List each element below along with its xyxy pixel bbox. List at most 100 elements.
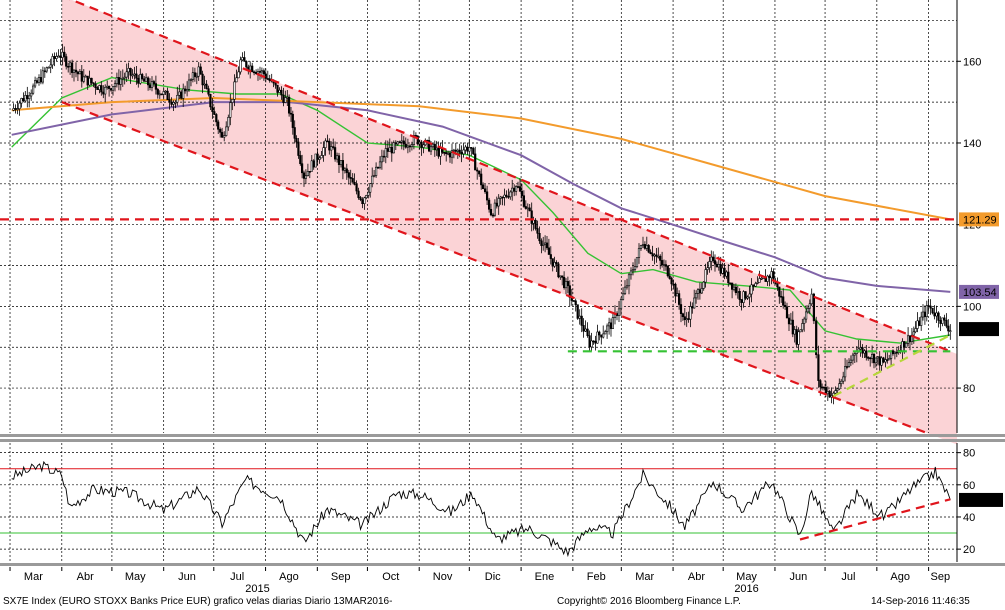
- candle-body: [304, 175, 308, 179]
- candle-body: [503, 194, 506, 198]
- candle-body: [905, 342, 908, 348]
- year-label: 2016: [734, 583, 758, 595]
- candle-body: [893, 351, 896, 354]
- candle-body: [295, 138, 298, 143]
- candle-body: [454, 149, 457, 152]
- candle-body: [349, 177, 352, 179]
- month-label: Nov: [433, 571, 453, 583]
- candle-body: [729, 282, 732, 285]
- candle-body: [801, 323, 804, 331]
- candle-body: [456, 149, 459, 152]
- candle-body: [843, 366, 847, 378]
- candle-body: [653, 254, 656, 257]
- candle-body: [135, 73, 138, 79]
- candle-body: [406, 145, 410, 148]
- candle-body: [374, 166, 378, 176]
- candle-body: [495, 202, 498, 207]
- candle-body: [86, 75, 89, 86]
- candle-body: [812, 293, 815, 322]
- candle-body: [880, 357, 883, 366]
- candle-body: [289, 112, 293, 115]
- candle-body: [280, 89, 283, 96]
- candle-body: [435, 147, 438, 151]
- candle-body: [287, 96, 291, 114]
- candle-body: [725, 271, 728, 277]
- candle-body: [641, 244, 645, 246]
- candle-body: [51, 56, 54, 66]
- candle-body: [191, 72, 195, 80]
- candle-body: [445, 152, 448, 155]
- candle-body: [514, 186, 518, 192]
- candle-body: [945, 319, 948, 327]
- candle-body: [824, 387, 827, 395]
- candle-body: [156, 89, 159, 95]
- candle-body: [687, 318, 690, 320]
- price-tick-label: 100: [963, 301, 981, 313]
- candle-body: [721, 267, 724, 274]
- candle-body: [590, 340, 593, 348]
- candle-body: [345, 168, 348, 173]
- candle-body: [398, 141, 401, 144]
- candle-body: [237, 71, 240, 79]
- candle-body: [412, 135, 416, 145]
- candle-body: [61, 51, 64, 58]
- candle-body: [152, 81, 156, 85]
- candle-body: [193, 72, 197, 77]
- candle-body: [359, 197, 362, 201]
- candle-body: [776, 283, 779, 288]
- candle-body: [666, 265, 669, 277]
- candle-body: [187, 79, 191, 90]
- candle-body: [789, 319, 792, 325]
- candle-body: [378, 161, 382, 168]
- candle-body: [696, 289, 700, 294]
- candle-body: [207, 88, 210, 95]
- axes: 8010012014016020406080MarAbrMayJunJulAgo…: [9, 0, 981, 595]
- candle-body: [491, 214, 495, 217]
- candle-body: [497, 198, 500, 207]
- candle-body: [203, 83, 206, 86]
- candle-body: [509, 191, 512, 198]
- channel-fill: [61, 0, 957, 445]
- candle-body: [239, 59, 242, 73]
- candle-body: [485, 191, 489, 201]
- value-tag-bg: [959, 322, 999, 337]
- candle-body: [219, 129, 222, 133]
- candle-body: [35, 80, 39, 83]
- candle-body: [446, 152, 450, 155]
- candle-body: [629, 270, 633, 276]
- candle-body: [859, 347, 862, 350]
- candle-body: [912, 331, 915, 336]
- candle-body: [262, 70, 266, 75]
- candle-body: [143, 78, 146, 82]
- candle-body: [49, 64, 52, 68]
- candle-body: [111, 86, 115, 91]
- rsi-lines: [0, 460, 957, 558]
- month-label: Sep: [331, 571, 351, 583]
- candle-body: [180, 91, 183, 99]
- candle-body: [422, 144, 425, 148]
- candle-body: [693, 297, 696, 309]
- value-tag-label: 121.29: [963, 214, 997, 226]
- candle-body: [530, 210, 533, 224]
- candle-body: [513, 187, 516, 192]
- candle-body: [458, 149, 461, 153]
- candle-body: [516, 186, 520, 188]
- candle-body: [115, 77, 118, 85]
- candle-body: [795, 329, 798, 345]
- candle-body: [715, 263, 718, 268]
- candle-body: [710, 256, 713, 262]
- candle-body: [320, 155, 323, 159]
- candle-body: [302, 172, 306, 179]
- candle-body: [367, 191, 370, 196]
- candle-body: [582, 325, 585, 332]
- month-label: Ene: [535, 571, 555, 583]
- candle-body: [655, 254, 658, 257]
- candle-body: [576, 304, 579, 319]
- month-label: Jul: [230, 571, 244, 583]
- price-tick-label: 140: [963, 138, 981, 150]
- candle-body: [231, 99, 234, 103]
- candle-body: [698, 289, 701, 294]
- candle-body: [869, 357, 872, 360]
- candle-body: [639, 245, 643, 249]
